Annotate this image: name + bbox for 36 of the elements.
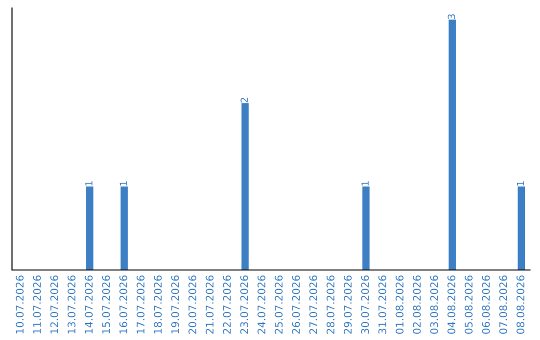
data-label: 1 [516,181,524,186]
x-tick-label: 05.08.2026 [464,276,473,334]
x-tick-label: 24.07.2026 [258,276,266,334]
x-tick-label: 26.07.2026 [292,276,300,334]
x-tick-label: 30.07.2026 [361,276,369,334]
x-tick-label: 08.08.2026 [516,276,524,334]
x-tick-label: 27.07.2026 [309,276,318,334]
x-tick-label: 15.07.2026 [102,276,110,334]
x-tick-label: 02.08.2026 [412,276,421,334]
x-tick-label: 13.07.2026 [68,276,76,334]
x-tick-label: 29.07.2026 [344,276,352,334]
x-tick-label: 19.07.2026 [171,276,180,334]
x-tick-label: 22.07.2026 [222,276,231,334]
data-label: 2 [240,98,248,102]
x-tick-label: 12.07.2026 [50,276,58,334]
x-tick-label: 04.08.2026 [447,276,456,334]
x-tick-label: 10.07.2026 [16,276,24,334]
x-tick-label: 03.08.2026 [430,276,438,334]
x-tick-label: 07.08.2026 [499,276,508,334]
x-tick-label: 18.07.2026 [154,276,162,334]
x-tick-label: 23.07.2026 [240,276,248,334]
x-tick-label: 25.07.2026 [274,276,283,334]
data-label: 1 [362,181,369,186]
x-tick-label: 21.07.2026 [206,276,214,334]
x-tick-label: 06.08.2026 [482,276,490,334]
data-label: 1 [85,181,92,186]
x-tick-label: 14.07.2026 [84,276,93,334]
x-tick-label: 20.07.2026 [188,276,196,334]
x-tick-label: 28.07.2026 [326,276,334,334]
x-tick-label: 16.07.2026 [119,276,128,334]
x-tick-label: 31.07.2026 [378,276,386,334]
x-tick-label: 17.07.2026 [136,276,145,334]
data-label: 3 [448,14,456,19]
data-label: 1 [120,181,127,186]
x-tick-label: 11.07.2026 [33,276,41,334]
x-tick-label: 01.08.2026 [396,276,404,334]
